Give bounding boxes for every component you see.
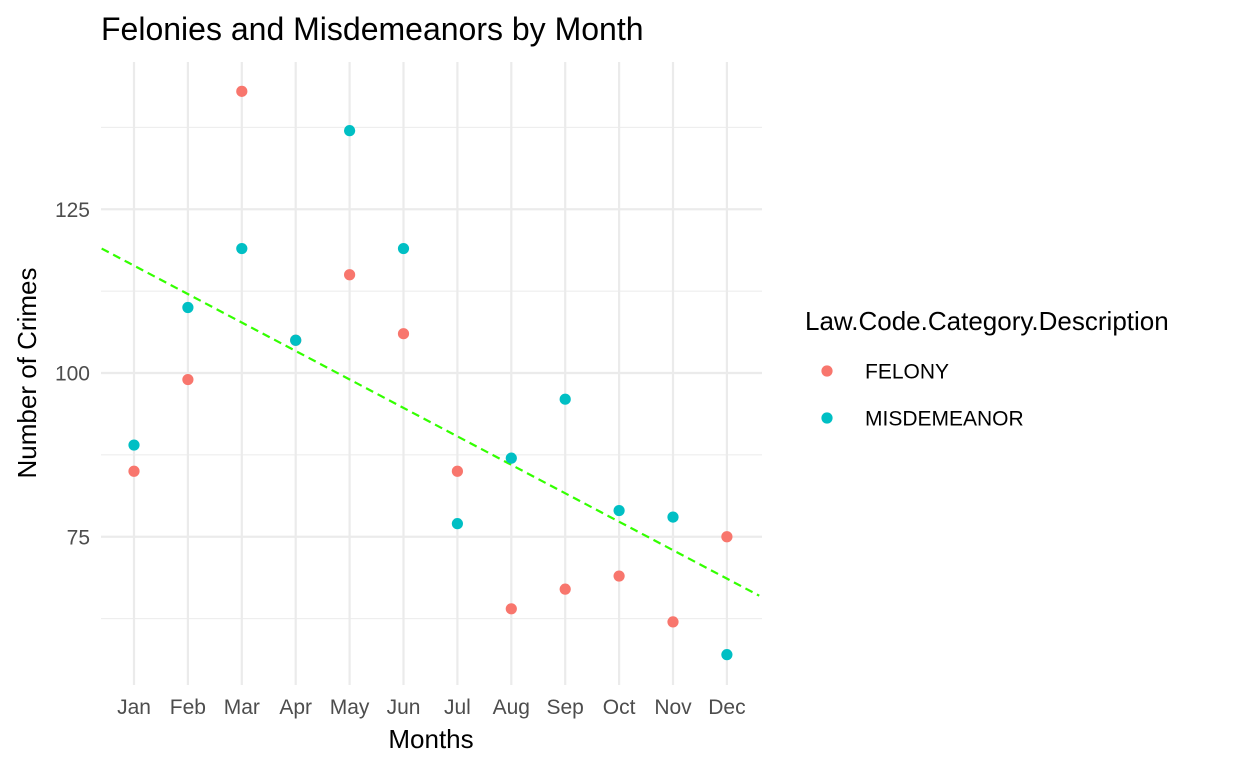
point-felony-mar (236, 85, 248, 97)
x-tick-label: Jan (117, 696, 151, 719)
legend-label: FELONY (865, 361, 949, 384)
x-tick-label: Aug (493, 696, 530, 719)
legend: Law.Code.Category.Description FELONY MISD… (805, 306, 1169, 431)
x-tick-label: Jul (444, 696, 471, 719)
y-axis-title: Number of Crimes (12, 268, 42, 479)
y-tick-label: 75 (67, 526, 90, 549)
point-felony-oct (613, 570, 625, 582)
data-points (128, 85, 733, 661)
point-misdemeanor-apr (290, 334, 302, 346)
point-felony-dec (721, 531, 733, 543)
x-tick-label: Jun (387, 696, 421, 719)
point-misdemeanor-may (344, 125, 356, 137)
point-misdemeanor-sep (559, 393, 571, 405)
y-tick-label: 125 (55, 199, 90, 222)
point-felony-sep (559, 583, 571, 595)
legend-items: FELONY MISDEMEANOR (821, 361, 1024, 431)
x-tick-label: May (330, 696, 370, 719)
point-felony-jul (451, 465, 463, 477)
point-felony-may (344, 269, 356, 281)
chart-title: Felonies and Misdemeanors by Month (101, 11, 644, 47)
y-tick-labels: 75 100 125 (55, 199, 90, 550)
legend-item: FELONY (821, 361, 949, 384)
x-axis-title: Months (388, 724, 473, 754)
x-tick-label: Nov (654, 696, 692, 719)
point-misdemeanor-oct (613, 504, 625, 517)
point-misdemeanor-jul (451, 518, 463, 530)
legend-title: Law.Code.Category.Description (805, 306, 1169, 336)
point-felony-aug (505, 603, 517, 615)
legend-key-icon (821, 412, 833, 424)
point-misdemeanor-feb (182, 301, 194, 314)
point-felony-jun (397, 328, 410, 340)
x-tick-label: Apr (279, 696, 312, 719)
legend-item: MISDEMEANOR (821, 408, 1024, 431)
point-misdemeanor-nov (667, 511, 679, 523)
point-felony-jan (128, 465, 140, 477)
x-tick-label: Dec (708, 696, 745, 719)
point-felony-feb (182, 373, 194, 386)
grid (101, 62, 762, 685)
x-tick-label: Mar (224, 696, 260, 719)
x-tick-label: Sep (547, 696, 584, 719)
legend-key-icon (821, 365, 833, 377)
legend-label: MISDEMEANOR (865, 408, 1024, 431)
point-misdemeanor-jun (397, 242, 410, 255)
point-misdemeanor-dec (721, 649, 733, 661)
y-tick-label: 100 (55, 363, 90, 386)
x-tick-labels: Jan Feb Mar Apr May Jun Jul Aug Sep Oct Nov Dec (117, 696, 746, 719)
point-misdemeanor-mar (236, 242, 248, 255)
point-misdemeanor-jan (128, 439, 140, 451)
x-tick-label: Feb (170, 696, 206, 719)
point-felony-nov (667, 616, 679, 628)
trend-line-layer (101, 247, 760, 597)
point-misdemeanor-aug (505, 452, 517, 464)
trend-line (101, 247, 760, 597)
x-tick-label: Oct (603, 696, 636, 719)
